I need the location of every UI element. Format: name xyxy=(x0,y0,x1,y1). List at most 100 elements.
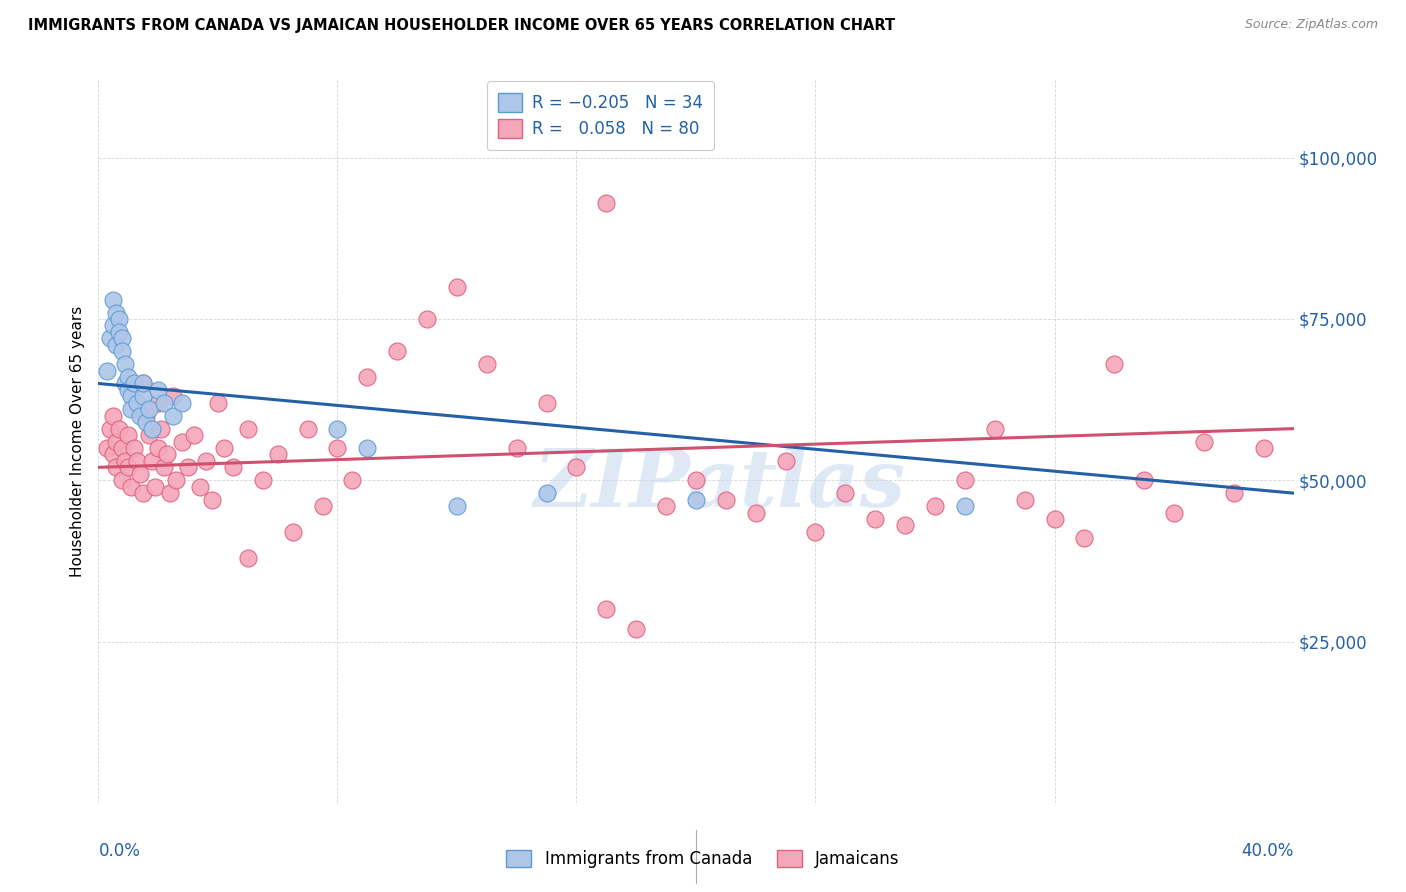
Point xyxy=(207,396,229,410)
Point xyxy=(159,486,181,500)
Point xyxy=(183,428,205,442)
Point xyxy=(222,460,245,475)
Point xyxy=(127,454,149,468)
Point xyxy=(141,422,163,436)
Legend: Immigrants from Canada, Jamaicans: Immigrants from Canada, Jamaicans xyxy=(499,843,907,875)
Point xyxy=(894,518,917,533)
Point xyxy=(416,312,439,326)
Point xyxy=(124,441,146,455)
Point xyxy=(356,370,378,384)
Point xyxy=(953,499,976,513)
Point xyxy=(267,447,290,461)
Point xyxy=(281,524,304,539)
Point xyxy=(103,318,125,333)
Point xyxy=(804,524,827,539)
Point xyxy=(148,396,170,410)
Point xyxy=(775,454,797,468)
Point xyxy=(105,434,128,449)
Point xyxy=(1163,506,1185,520)
Point xyxy=(117,370,139,384)
Point xyxy=(108,422,131,436)
Point xyxy=(475,357,498,371)
Point xyxy=(129,409,152,423)
Point xyxy=(153,396,176,410)
Point xyxy=(132,376,155,391)
Point xyxy=(1043,512,1066,526)
Point xyxy=(132,389,155,403)
Point xyxy=(297,422,319,436)
Point xyxy=(120,480,142,494)
Point xyxy=(195,454,218,468)
Point xyxy=(326,441,349,455)
Point xyxy=(953,473,976,487)
Point xyxy=(252,473,274,487)
Point xyxy=(685,492,707,507)
Point xyxy=(1192,434,1215,449)
Point xyxy=(385,344,409,359)
Point xyxy=(236,550,259,565)
Point xyxy=(595,602,617,616)
Point xyxy=(135,415,157,429)
Point xyxy=(138,428,160,442)
Text: Source: ZipAtlas.com: Source: ZipAtlas.com xyxy=(1244,18,1378,31)
Point xyxy=(924,499,946,513)
Point xyxy=(201,492,224,507)
Point xyxy=(162,409,184,423)
Point xyxy=(111,473,134,487)
Point xyxy=(745,506,768,520)
Point xyxy=(103,447,125,461)
Point xyxy=(132,486,155,500)
Point xyxy=(356,441,378,455)
Point xyxy=(129,467,152,481)
Y-axis label: Householder Income Over 65 years: Householder Income Over 65 years xyxy=(70,306,86,577)
Point xyxy=(114,376,136,391)
Text: IMMIGRANTS FROM CANADA VS JAMAICAN HOUSEHOLDER INCOME OVER 65 YEARS CORRELATION : IMMIGRANTS FROM CANADA VS JAMAICAN HOUSE… xyxy=(28,18,896,33)
Point xyxy=(565,460,588,475)
Point xyxy=(865,512,887,526)
Point xyxy=(135,409,157,423)
Point xyxy=(446,279,468,293)
Point xyxy=(156,447,179,461)
Point xyxy=(212,441,235,455)
Point xyxy=(655,499,678,513)
Point xyxy=(626,622,648,636)
Point xyxy=(105,460,128,475)
Point xyxy=(105,305,128,319)
Point xyxy=(311,499,333,513)
Point xyxy=(172,396,194,410)
Point xyxy=(141,454,163,468)
Point xyxy=(153,460,176,475)
Legend: R = −0.205   N = 34, R =   0.058   N = 80: R = −0.205 N = 34, R = 0.058 N = 80 xyxy=(486,81,714,150)
Text: 0.0%: 0.0% xyxy=(98,842,141,860)
Point xyxy=(108,325,131,339)
Point xyxy=(124,376,146,391)
Point xyxy=(342,473,364,487)
Point xyxy=(326,422,349,436)
Point xyxy=(103,409,125,423)
Point xyxy=(595,195,617,210)
Point xyxy=(172,434,194,449)
Text: 40.0%: 40.0% xyxy=(1241,842,1294,860)
Point xyxy=(1014,492,1036,507)
Point xyxy=(1073,531,1095,545)
Point xyxy=(536,486,558,500)
Point xyxy=(834,486,856,500)
Point xyxy=(236,422,259,436)
Point xyxy=(162,389,184,403)
Point xyxy=(984,422,1007,436)
Point xyxy=(117,428,139,442)
Point xyxy=(103,293,125,307)
Point xyxy=(111,441,134,455)
Point xyxy=(132,376,155,391)
Point xyxy=(111,331,134,345)
Point xyxy=(120,389,142,403)
Point xyxy=(105,338,128,352)
Point xyxy=(148,441,170,455)
Point xyxy=(111,344,134,359)
Point xyxy=(120,402,142,417)
Point xyxy=(1104,357,1126,371)
Point xyxy=(127,396,149,410)
Point xyxy=(117,460,139,475)
Point xyxy=(165,473,187,487)
Point xyxy=(150,422,173,436)
